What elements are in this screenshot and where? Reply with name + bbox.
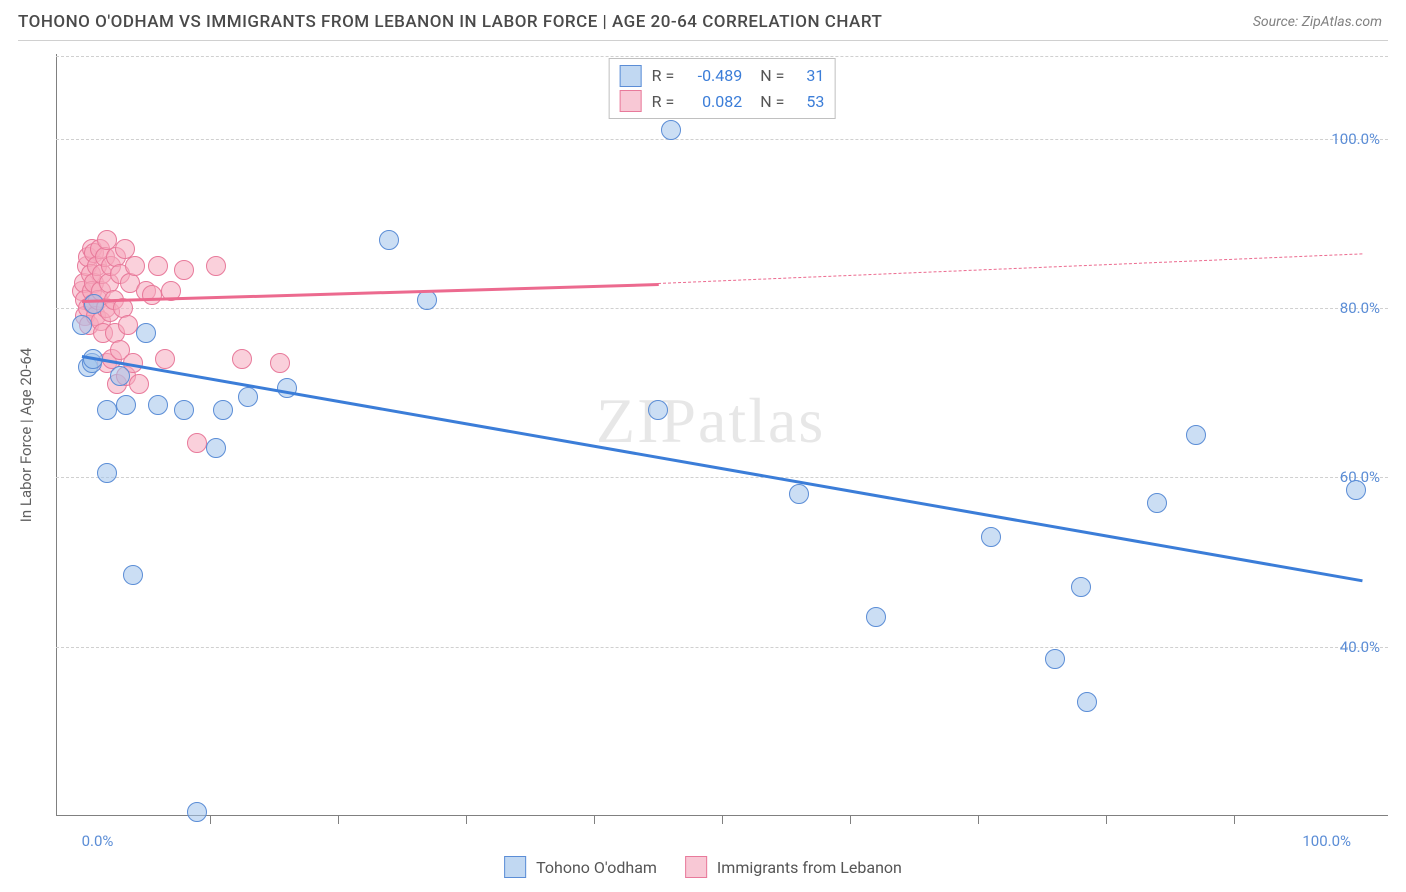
x-tick [1106,816,1107,824]
gridline-h [56,139,1388,140]
swatch-pink [685,856,707,878]
x-tick [978,816,979,824]
scatter-point [206,438,226,458]
scatter-point [125,256,145,276]
x-tick [338,816,339,824]
scatter-point [866,607,886,627]
scatter-point [1071,577,1091,597]
y-tick-label: 80.0% [1340,299,1380,317]
scatter-point [97,463,117,483]
scatter-point [1186,425,1206,445]
scatter-point [174,260,194,280]
scatter-point [238,387,258,407]
scatter-point [123,565,143,585]
scatter-point [116,395,136,415]
scatter-point [84,294,104,314]
x-tick [722,816,723,824]
scatter-point [136,323,156,343]
x-tick [850,816,851,824]
scatter-point [270,353,290,373]
scatter-point [148,395,168,415]
swatch-pink [620,90,642,112]
trend-line [81,355,1362,582]
x-tick-label: 0.0% [82,832,114,850]
y-axis-title: In Labor Force | Age 20-64 [17,348,35,522]
scatter-point [1346,480,1366,500]
scatter-point [981,527,1001,547]
correlation-stats-box: R =-0.489 N =31 R =0.082 N =53 [609,58,836,119]
scatter-point [1045,649,1065,669]
x-tick [210,816,211,824]
scatter-point [72,315,92,335]
trend-line [658,253,1362,284]
x-tick [1234,816,1235,824]
stats-row: R =0.082 N =53 [620,89,825,115]
scatter-point [206,256,226,276]
scatter-point [661,120,681,140]
legend-item: Tohono O'odham [504,856,657,878]
legend-label: Immigrants from Lebanon [717,858,902,877]
scatter-plot-area: In Labor Force | Age 20-64 ZIPatlas R =-… [56,54,1388,816]
scatter-point [1077,692,1097,712]
gridline-h [56,477,1388,478]
chart-title: TOHONO O'ODHAM VS IMMIGRANTS FROM LEBANO… [18,12,882,32]
scatter-point [174,400,194,420]
scatter-point [648,400,668,420]
gridline-h [56,647,1388,648]
y-tick-label: 100.0% [1331,130,1380,148]
swatch-blue [620,65,642,87]
scatter-point [789,484,809,504]
scatter-point [142,285,162,305]
scatter-point [187,433,207,453]
gridline-h [56,56,1388,57]
scatter-point [232,349,252,369]
stats-row: R =-0.489 N =31 [620,63,825,89]
scatter-point [97,400,117,420]
y-tick-label: 40.0% [1340,638,1380,656]
swatch-blue [504,856,526,878]
legend-label: Tohono O'odham [536,858,657,877]
x-tick [594,816,595,824]
y-axis [56,54,57,816]
scatter-point [213,400,233,420]
scatter-point [1147,493,1167,513]
scatter-point [129,374,149,394]
gridline-h [56,308,1388,309]
scatter-point [379,230,399,250]
scatter-point [148,256,168,276]
legend-item: Immigrants from Lebanon [685,856,902,878]
scatter-point [277,378,297,398]
title-divider [18,40,1388,41]
x-tick [466,816,467,824]
legend: Tohono O'odham Immigrants from Lebanon [504,856,902,878]
watermark: ZIPatlas [596,384,825,458]
x-tick-label: 100.0% [1302,832,1351,850]
scatter-point [155,349,175,369]
scatter-point [110,366,130,386]
scatter-point [187,802,207,822]
source-attribution: Source: ZipAtlas.com [1253,14,1382,30]
